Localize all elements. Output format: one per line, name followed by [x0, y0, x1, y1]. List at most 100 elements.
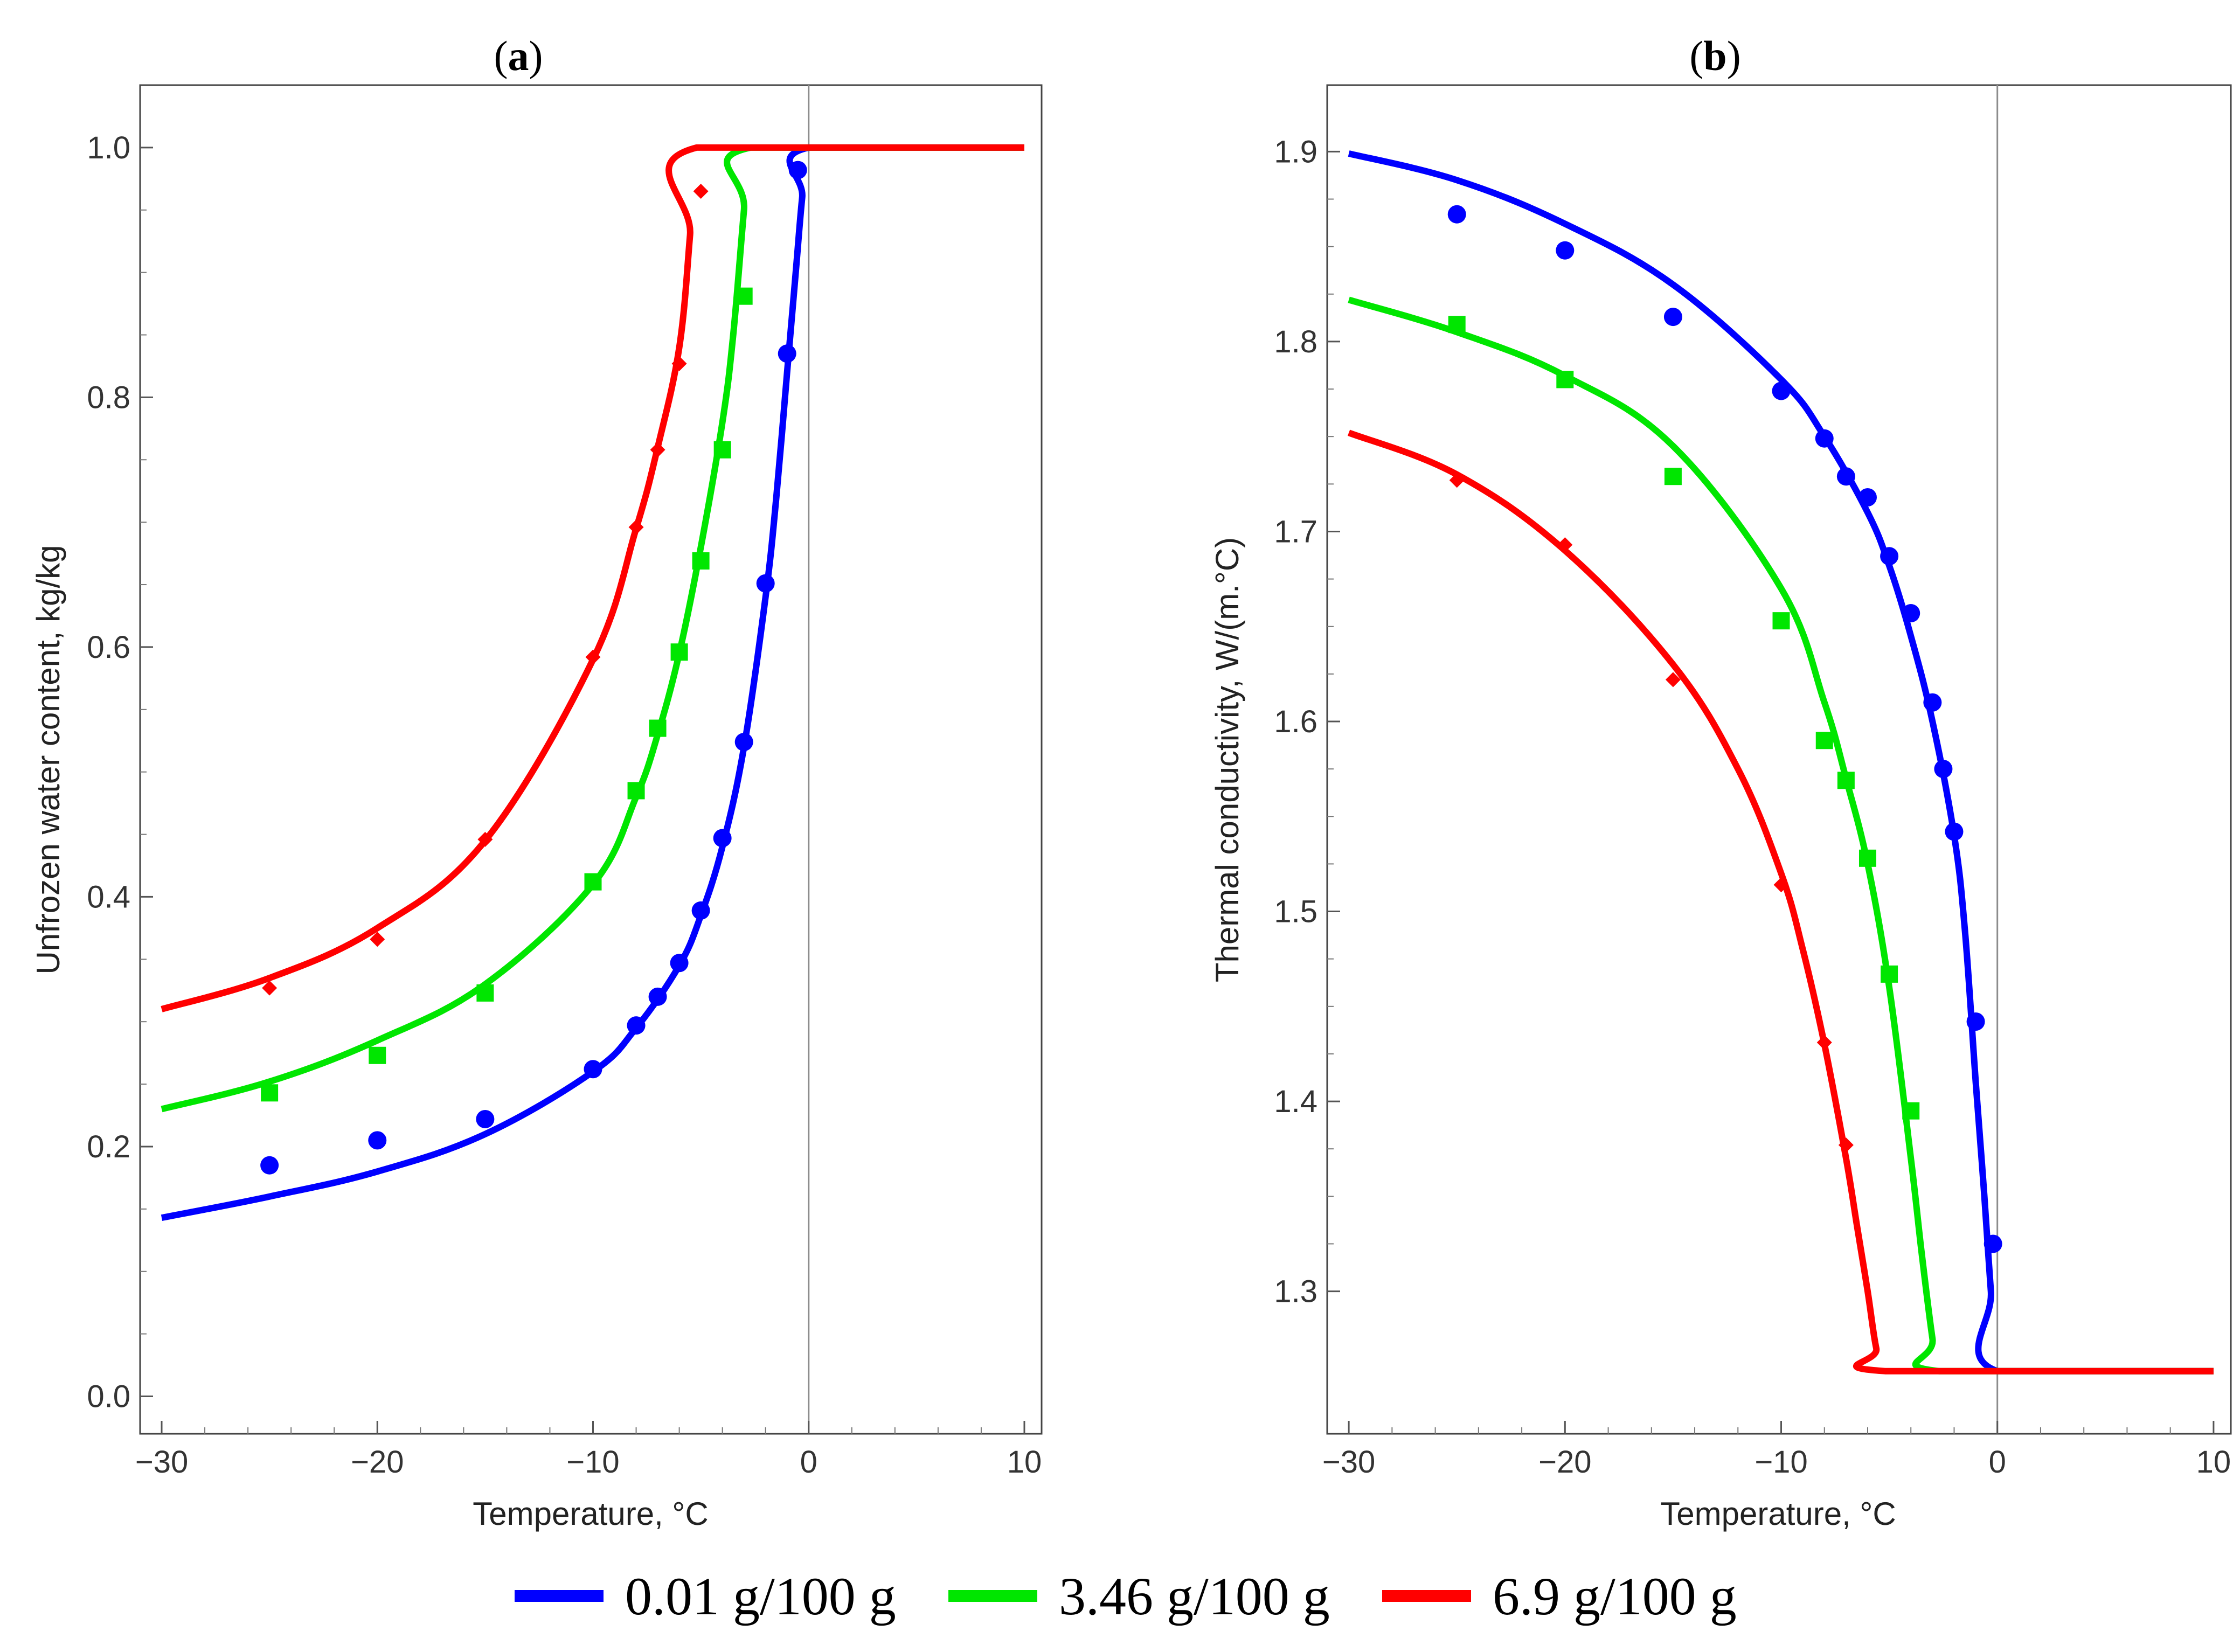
- panel-b-point-series-1: [1664, 468, 1682, 485]
- panel-b-y-tick-label: 1.6: [1274, 704, 1317, 739]
- panel-b-y-tick-label: 1.9: [1274, 134, 1317, 169]
- panel-a-point-series-2: [585, 649, 601, 665]
- panel-b-point-series-1: [1815, 732, 1833, 749]
- panel-a-point-series-1: [670, 643, 688, 661]
- panel-a-point-series-1: [692, 552, 710, 570]
- panel-a-curve-series-0: [161, 144, 1024, 1221]
- panel-a-point-series-0: [734, 733, 753, 752]
- panel-a-point-series-1: [369, 1046, 386, 1064]
- panel-a-y-tick-label: 0.4: [87, 879, 130, 914]
- panel-b-point-series-0: [1984, 1234, 2002, 1253]
- panel-a-point-series-1: [476, 984, 494, 1002]
- panel-b-point-series-1: [1556, 371, 1574, 388]
- panel-b-y-axis-label: Thermal conductivity, W/(m.°C): [1209, 537, 1245, 982]
- legend-label-0: 0.01 g/100 g: [625, 1566, 896, 1626]
- panel-b-point-series-1: [1448, 316, 1466, 334]
- panel-b-point-series-2: [1773, 877, 1789, 893]
- panel-b-point-series-0: [1556, 241, 1575, 260]
- panel-a-point-series-2: [370, 932, 385, 947]
- panel-b-point-series-1: [1902, 1102, 1920, 1120]
- panel-a-x-tick-label: −30: [135, 1445, 188, 1480]
- legend-item: 3.46 g/100 g: [948, 1566, 1330, 1626]
- legend-item: 6.9 g/100 g: [1382, 1566, 1737, 1626]
- legend-label-2: 6.9 g/100 g: [1493, 1566, 1737, 1626]
- panel-a-y-tick-label: 0.6: [87, 630, 130, 665]
- panel-b-point-series-0: [1923, 693, 1942, 712]
- panel-b-curve-series-2: [1347, 429, 2214, 1375]
- panel-a-y-tick-label: 0.8: [87, 380, 130, 415]
- panel-a-x-tick-label: −20: [351, 1445, 404, 1480]
- panel-a-point-series-1: [649, 719, 667, 737]
- panel-b-point-series-0: [1966, 1012, 1985, 1031]
- panel-a-point-series-0: [476, 1109, 495, 1128]
- panel-a-point-series-1: [261, 1084, 279, 1102]
- panel-b-point-series-2: [1557, 537, 1573, 553]
- panel-b-point-series-2: [1665, 672, 1681, 688]
- panel-b-x-tick-label: 0: [1989, 1445, 2006, 1480]
- panel-a-point-series-1: [627, 782, 645, 800]
- panel-a-x-tick-label: 0: [800, 1445, 817, 1480]
- panel-a-point-series-0: [778, 344, 796, 363]
- panel-b-point-series-0: [1447, 205, 1466, 224]
- panel-a-point-series-1: [584, 873, 602, 891]
- panel-b-frame: [1326, 84, 2232, 1435]
- panel-b-y-tick-label: 1.5: [1274, 894, 1317, 929]
- panel-b-x-tick-label: −20: [1538, 1445, 1591, 1480]
- panel-b-point-series-0: [1934, 760, 1953, 779]
- panel-b-x-tick-label: 10: [2196, 1445, 2231, 1480]
- panel-a-curve-series-1: [161, 144, 1024, 1113]
- panel-a-curve-series-2: [161, 144, 1024, 1012]
- panel-a-point-series-0: [260, 1156, 279, 1175]
- panel-b-point-series-1: [1881, 965, 1898, 983]
- panel-b-x-axis-label: Temperature, °C: [1660, 1496, 1896, 1532]
- panel-a-x-tick-label: −10: [566, 1445, 619, 1480]
- panel-a-point-series-2: [650, 442, 665, 457]
- panel-b-point-series-0: [1772, 381, 1791, 400]
- panel-b-point-series-0: [1858, 488, 1877, 507]
- panel-b-y-tick-label: 1.8: [1274, 324, 1317, 359]
- panel-a-point-series-1: [713, 441, 731, 459]
- panel-b-curve-series-0: [1348, 150, 2214, 1375]
- panel-a-point-series-0: [713, 829, 732, 848]
- panel-b-point-series-2: [1449, 473, 1465, 488]
- panel-b-point-series-0: [1902, 604, 1920, 623]
- panel-b-curve-series-1: [1348, 296, 2214, 1375]
- panel-b-point-series-0: [1663, 308, 1682, 327]
- panel-a-point-series-0: [756, 574, 775, 593]
- panel-a-point-series-0: [788, 161, 807, 179]
- panel-b-y-tick-label: 1.3: [1274, 1274, 1317, 1309]
- panel-a-point-series-1: [735, 287, 753, 305]
- panel-b: (b) −30 −20 −10 0 10 1.3 1.4 1.5 1.6 1.7 1.8 1.9 Te…: [1209, 32, 2232, 1532]
- panel-a-title: (a): [494, 32, 543, 79]
- panel-b-x-tick-label: −30: [1322, 1445, 1375, 1480]
- panel-a-y-tick-label: 0.2: [87, 1129, 130, 1164]
- panel-b-title: (b): [1689, 32, 1740, 79]
- panel-b-point-series-2: [1838, 1137, 1854, 1153]
- panel-a-point-series-0: [584, 1060, 602, 1079]
- panel-a-frame: [139, 84, 1043, 1435]
- panel-a-point-series-0: [648, 987, 667, 1006]
- panel-b-point-series-1: [1858, 849, 1876, 867]
- panel-a-point-series-0: [670, 954, 689, 973]
- panel-a-x-tick-label: 10: [1007, 1445, 1042, 1480]
- panel-a-point-series-2: [262, 980, 278, 996]
- panel-b-point-series-2: [1816, 1035, 1832, 1050]
- panel-a-point-series-0: [691, 901, 710, 920]
- panel-b-x-tick-label: −10: [1754, 1445, 1807, 1480]
- panel-a-point-series-2: [628, 519, 644, 535]
- legend: 0.01 g/100 g 3.46 g/100 g 6.9 g/100 g: [515, 1566, 1737, 1626]
- panel-b-point-series-0: [1880, 547, 1899, 566]
- panel-a-y-axis-label: Unfrozen water content, kg/kg: [30, 545, 66, 974]
- panel-b-point-series-0: [1836, 467, 1855, 486]
- panel-b-point-series-1: [1837, 772, 1855, 789]
- panel-b-y-tick-label: 1.7: [1274, 514, 1317, 549]
- panel-a: (a) −30 −20 −10 0 10 0.0 0.2 0.4 0.6 0.8 1.0 Tempe…: [30, 32, 1043, 1532]
- panel-b-point-series-1: [1772, 612, 1790, 630]
- panel-a-y-tick-label: 1.0: [87, 130, 130, 165]
- legend-label-1: 3.46 g/100 g: [1059, 1566, 1330, 1626]
- panel-a-point-series-2: [477, 831, 493, 847]
- panel-a-point-series-2: [693, 183, 709, 199]
- panel-b-point-series-0: [1815, 429, 1834, 448]
- panel-a-point-series-2: [671, 356, 687, 371]
